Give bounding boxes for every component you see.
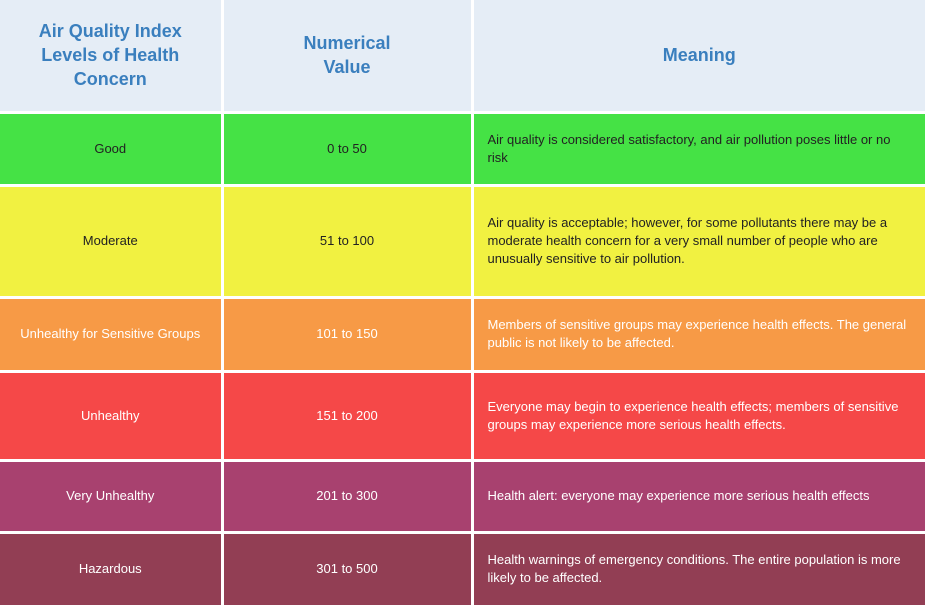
level-label: Good — [94, 140, 127, 156]
column-header-meaning: Meaning — [472, 0, 925, 114]
table-row: Unhealthy for Sensitive Groups 101 to 15… — [0, 297, 925, 373]
level-label: Unhealthy — [80, 407, 140, 423]
meaning-cell: Everyone may begin to experience health … — [472, 371, 925, 462]
table-header-row: Air Quality Index Levels of Health Conce… — [0, 0, 925, 114]
level-cell: Very Unhealthy — [0, 460, 224, 534]
column-header-meaning-label: Meaning — [662, 45, 736, 66]
level-cell: Good — [0, 112, 224, 187]
value-cell: 101 to 150 — [222, 297, 474, 373]
value-cell: 301 to 500 — [222, 532, 474, 605]
value-cell: 201 to 300 — [222, 460, 474, 534]
table-row: Very Unhealthy 201 to 300 Health alert: … — [0, 460, 925, 534]
level-cell: Hazardous — [0, 532, 224, 605]
value-cell: 0 to 50 — [222, 112, 474, 187]
column-header-level: Air Quality Index Levels of Health Conce… — [0, 0, 224, 114]
level-cell: Unhealthy for Sensitive Groups — [0, 297, 224, 373]
table-row: Hazardous 301 to 500 Health warnings of … — [0, 532, 925, 605]
meaning-cell: Air quality is considered satisfactory, … — [472, 112, 925, 187]
meaning-cell: Health alert: everyone may experience mo… — [472, 460, 925, 534]
level-label: Moderate — [82, 233, 138, 248]
meaning-cell: Members of sensitive groups may experien… — [472, 297, 925, 373]
meaning-cell: Air quality is acceptable; however, for … — [472, 185, 925, 299]
level-cell: Moderate — [0, 185, 224, 299]
table-row: Moderate 51 to 100 Air quality is accept… — [0, 185, 925, 299]
table-row: Unhealthy 151 to 200 Everyone may begin … — [0, 371, 925, 462]
value-cell: 151 to 200 — [222, 371, 474, 462]
level-cell: Unhealthy — [0, 371, 224, 462]
level-label: Unhealthy for Sensitive Groups — [20, 326, 201, 341]
meaning-cell: Health warnings of emergency conditions.… — [472, 532, 925, 605]
level-label: Very Unhealthy — [66, 488, 155, 503]
value-cell: 51 to 100 — [222, 185, 474, 299]
table-row: Good 0 to 50 Air quality is considered s… — [0, 112, 925, 187]
column-header-value: Numerical Value — [222, 0, 474, 114]
column-header-level-label: Air Quality Index Levels of Health Conce… — [38, 21, 182, 90]
column-header-value-label: Numerical Value — [303, 33, 391, 78]
level-label: Hazardous — [78, 561, 142, 577]
